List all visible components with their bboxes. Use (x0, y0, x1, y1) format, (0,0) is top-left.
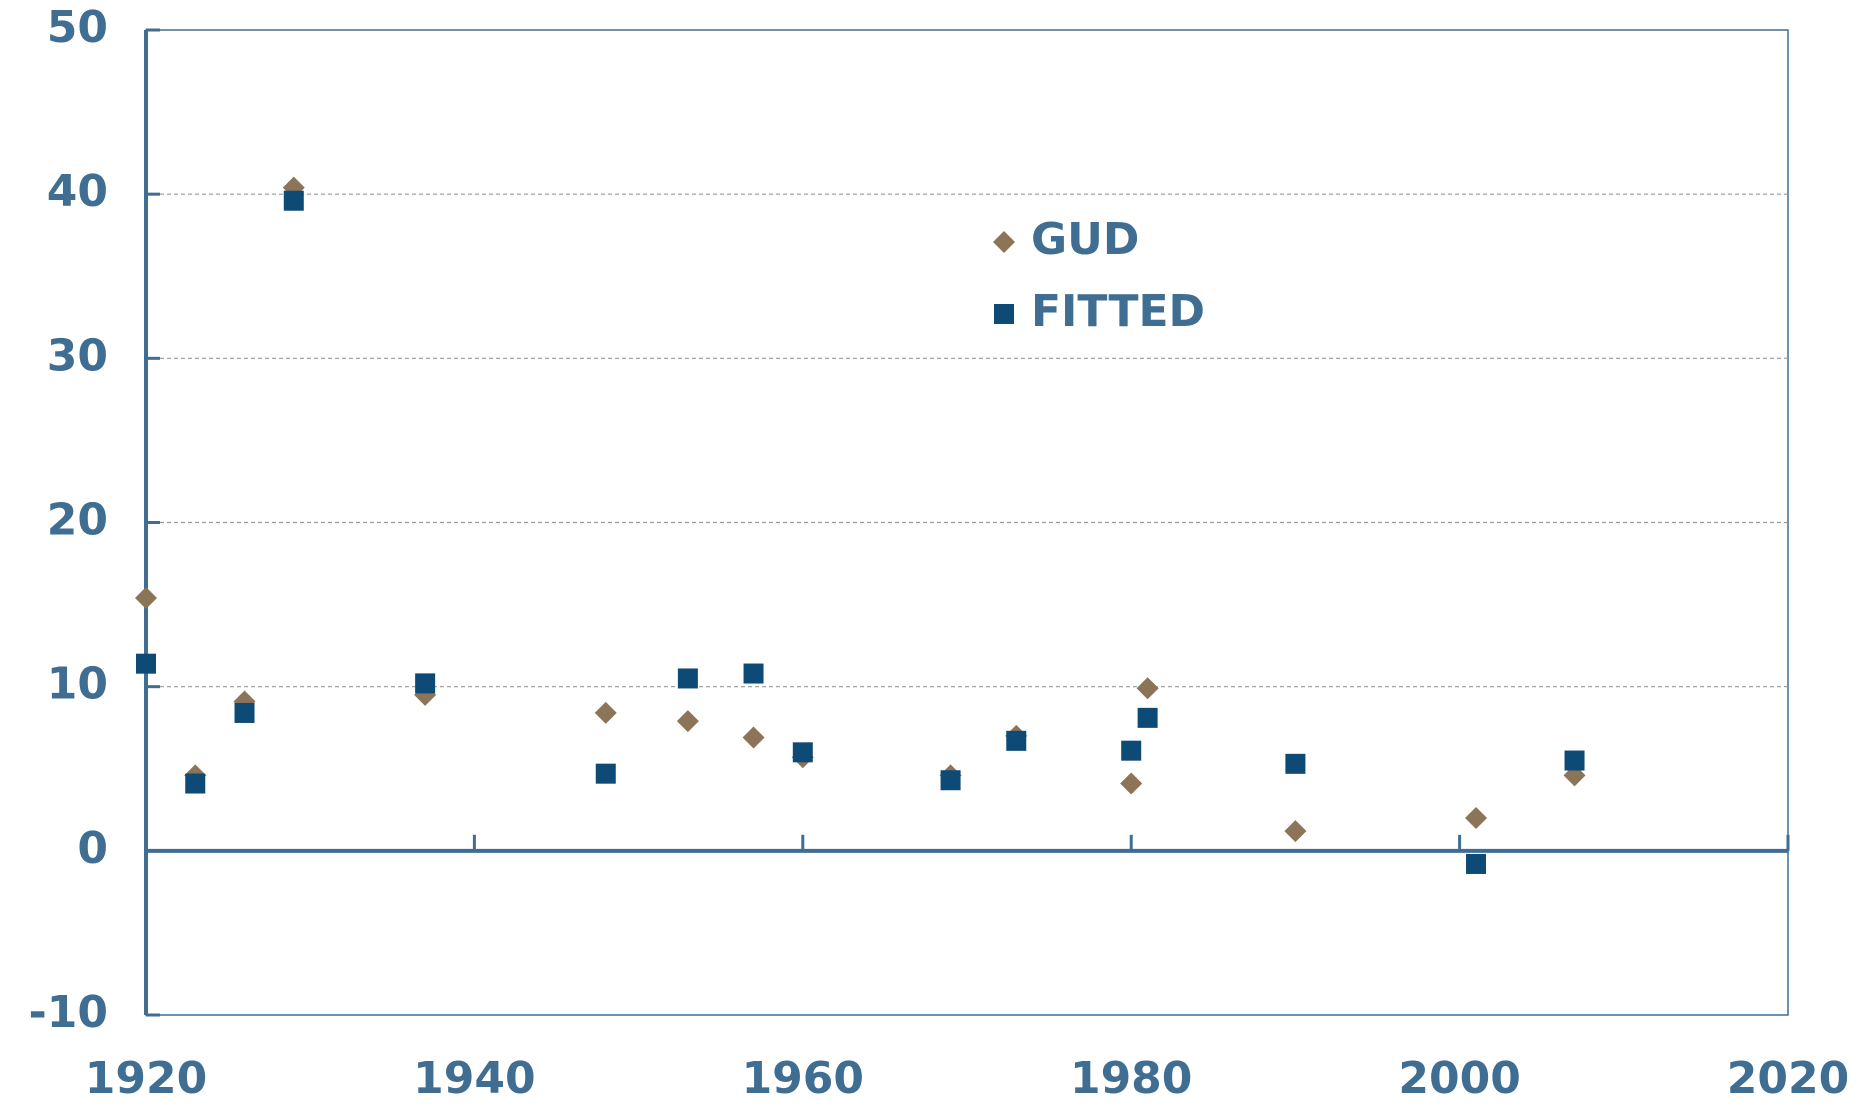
point (1466, 853, 1487, 874)
legend-label: FITTED (1031, 286, 1205, 337)
point (1465, 807, 1488, 829)
y-tick-label: 20 (47, 495, 108, 546)
y-tick-label: 40 (47, 166, 108, 217)
point (676, 710, 699, 733)
legend-label: GUD (1031, 214, 1139, 265)
point (1284, 820, 1307, 843)
point (1285, 753, 1306, 774)
y-tick-label: 0 (77, 823, 108, 874)
point (940, 770, 961, 791)
x-tick-label: 1980 (1070, 1053, 1192, 1104)
point (1564, 750, 1585, 771)
x-tick-label: 2000 (1398, 1053, 1520, 1104)
y-tick-label: 50 (47, 2, 108, 53)
y-tick-label: 30 (47, 330, 108, 381)
point (595, 763, 616, 784)
point (792, 742, 813, 763)
x-tick-label: 1960 (742, 1053, 864, 1104)
x-tick-label: 2020 (1727, 1053, 1849, 1104)
point (135, 587, 157, 610)
y-tick-label: 10 (47, 659, 108, 710)
point (1137, 707, 1158, 728)
legend-marker (993, 231, 1015, 253)
point (1136, 677, 1159, 700)
point (185, 773, 206, 794)
point (283, 190, 304, 211)
point (677, 668, 698, 689)
point (594, 701, 617, 724)
point (1006, 730, 1027, 751)
x-tick-label: 1940 (413, 1053, 535, 1104)
point (743, 663, 764, 684)
x-tick-label: 1920 (85, 1053, 207, 1104)
point (742, 726, 765, 749)
point (1121, 740, 1142, 761)
y-tick-label: -10 (29, 987, 109, 1038)
legend-marker (994, 304, 1014, 324)
point (136, 653, 156, 674)
point (415, 673, 436, 694)
point (1120, 772, 1143, 795)
point (234, 702, 255, 723)
